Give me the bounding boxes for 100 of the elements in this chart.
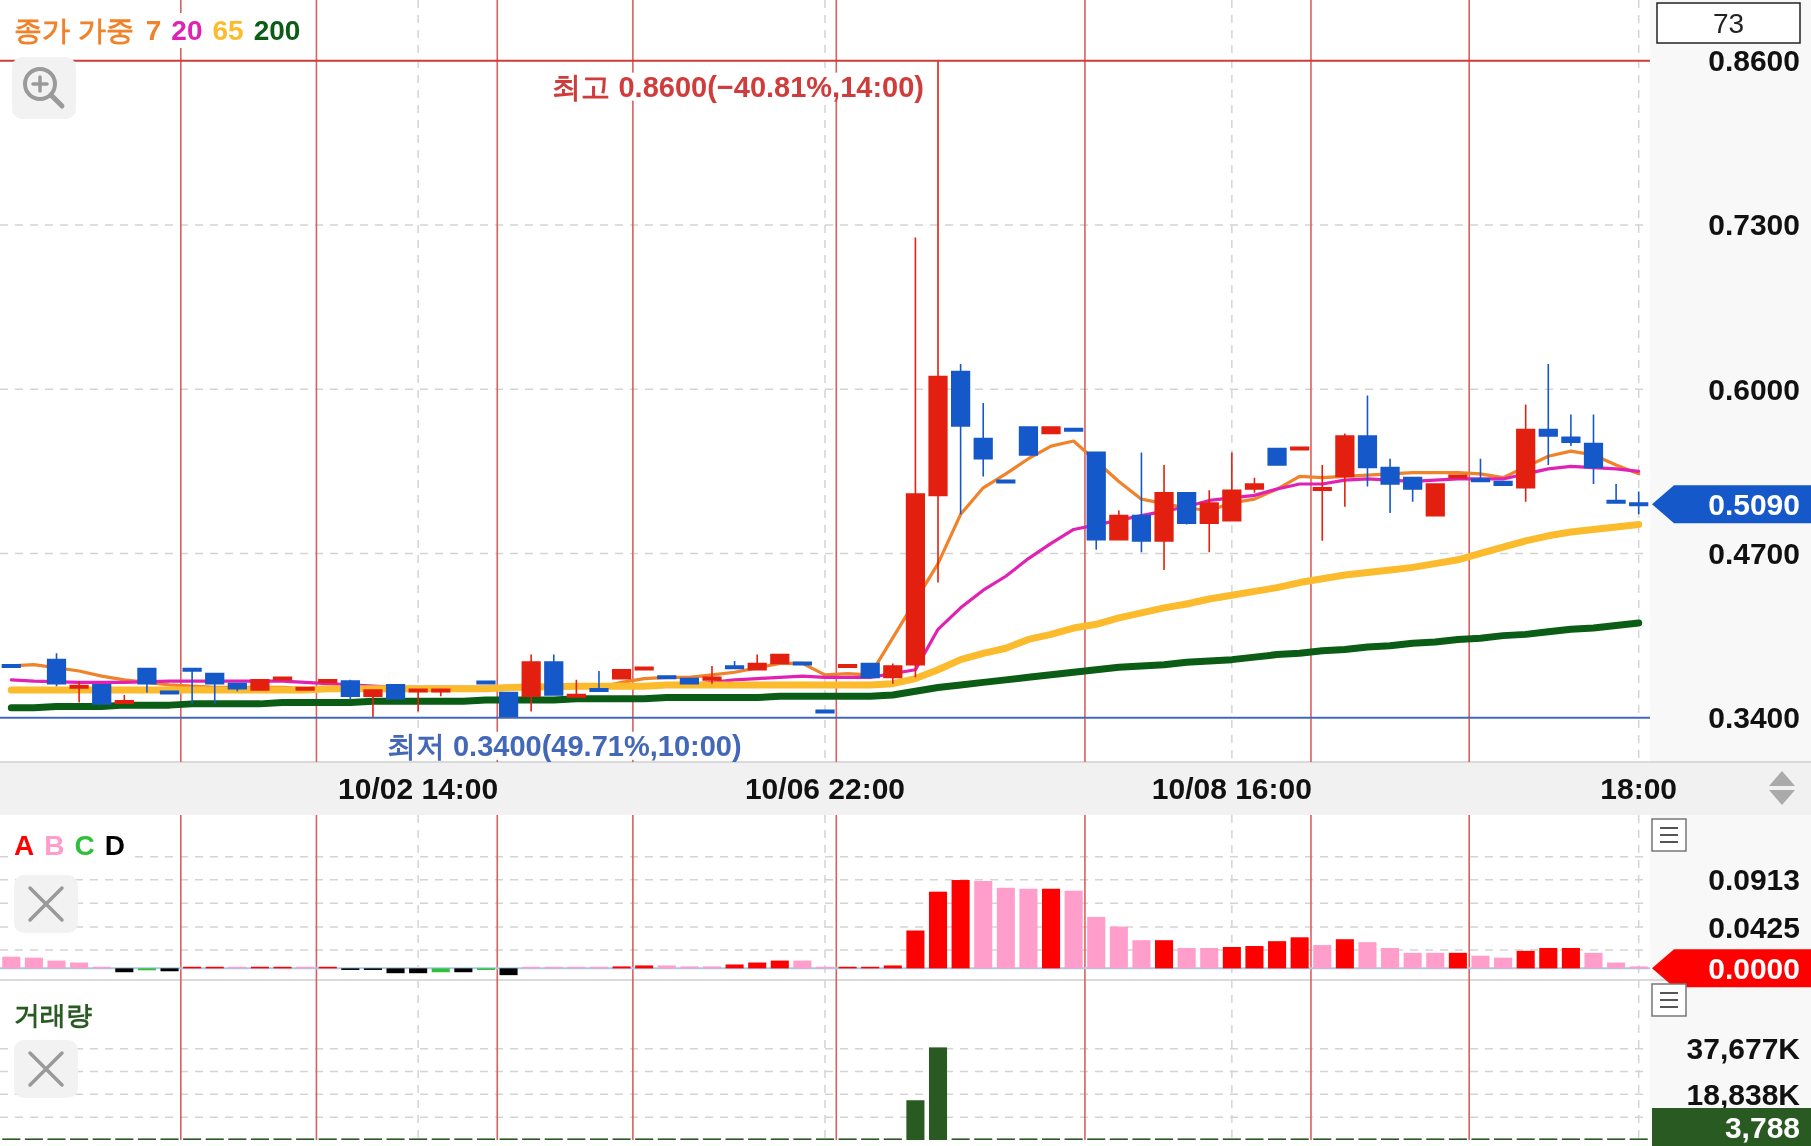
candlestick <box>1154 464 1174 571</box>
candlestick <box>227 682 247 693</box>
candlestick <box>566 679 586 698</box>
text: 73 <box>1712 7 1745 39</box>
candlestick <box>634 666 654 671</box>
bar <box>1471 955 1490 969</box>
candlestick <box>883 662 903 685</box>
bar <box>115 968 134 973</box>
bar <box>1222 947 1241 969</box>
candlestick <box>1516 403 1536 503</box>
candlestick <box>544 653 564 696</box>
bar <box>725 964 744 969</box>
bar <box>24 957 43 969</box>
text: 거래량 <box>14 1000 92 1030</box>
bar <box>1584 952 1603 969</box>
y-tick-label: 0.3400 <box>1708 701 1800 735</box>
text: 200 <box>253 15 301 46</box>
candlestick <box>318 679 338 684</box>
annotation: 최고 0.8600(−40.81%,14:00) <box>552 70 925 103</box>
bar <box>160 968 179 972</box>
bar <box>1087 916 1106 969</box>
candlestick <box>860 662 880 679</box>
candlestick <box>1041 426 1061 435</box>
bar <box>1177 947 1196 969</box>
bar <box>1561 947 1580 969</box>
bar <box>1426 952 1445 969</box>
candlestick <box>69 680 89 704</box>
candlestick <box>1018 426 1039 456</box>
y-tick-label: 0.0913 <box>1708 863 1800 897</box>
bar <box>657 965 676 969</box>
candlestick <box>1267 447 1287 466</box>
candlestick <box>498 691 519 718</box>
candlestick <box>611 668 632 680</box>
bar <box>1019 888 1038 969</box>
bar <box>1064 890 1083 969</box>
candlestick <box>657 675 677 680</box>
candlestick <box>295 686 315 691</box>
y-tick-label: 0.4700 <box>1708 536 1800 570</box>
bar <box>1403 952 1422 969</box>
bar <box>431 968 450 973</box>
candlestick <box>1199 489 1219 554</box>
bar <box>770 960 789 969</box>
candlestick <box>1561 413 1581 447</box>
candlestick <box>770 653 790 665</box>
candlestick <box>182 667 202 705</box>
candlestick <box>363 689 383 719</box>
bar <box>996 887 1015 969</box>
candlestick <box>747 653 767 671</box>
x-tick-label: 10/02 14:00 <box>338 772 499 805</box>
candlestick <box>905 236 926 679</box>
candlestick <box>114 694 134 704</box>
bar <box>906 1100 925 1140</box>
candlestick <box>1403 476 1423 503</box>
bar <box>1041 888 1061 969</box>
bar <box>883 965 902 969</box>
text: 0.5090 <box>1708 487 1800 521</box>
bar <box>409 968 428 974</box>
candlestick <box>1629 490 1649 516</box>
bar <box>1132 940 1151 969</box>
candlestick <box>1244 476 1265 494</box>
text: D <box>104 830 125 861</box>
bar <box>1200 947 1219 969</box>
bar <box>1381 947 1400 969</box>
candlestick <box>951 363 971 516</box>
bar <box>454 968 473 973</box>
candlestick <box>1538 363 1558 466</box>
candlestick <box>1 663 21 668</box>
annotation: 최저 0.3400(49.71%,10:00) <box>386 729 742 762</box>
bar <box>951 880 970 969</box>
candlestick <box>46 652 67 687</box>
candlestick <box>1109 509 1129 541</box>
bar <box>793 960 812 969</box>
bar <box>1358 942 1377 969</box>
candlestick <box>1470 457 1491 483</box>
text: 7 <box>145 15 162 46</box>
x-tick-label: 10/06 22:00 <box>744 772 906 805</box>
candlestick <box>1335 432 1355 508</box>
text: 0.0000 <box>1708 951 1800 985</box>
candlestick <box>137 667 157 694</box>
text: B <box>44 830 65 861</box>
candlestick <box>1357 394 1378 488</box>
candlestick <box>385 684 406 700</box>
bar <box>635 965 654 969</box>
candlestick <box>1290 446 1310 451</box>
candlestick <box>1448 474 1468 479</box>
candlestick <box>476 680 496 685</box>
candlestick <box>1222 451 1242 522</box>
bar <box>906 930 925 969</box>
candlestick <box>1312 464 1332 542</box>
bar <box>386 968 405 974</box>
bar <box>1448 952 1467 969</box>
candlestick <box>1086 451 1106 551</box>
bar <box>1335 939 1354 969</box>
candlestick <box>1425 483 1445 517</box>
candlestick <box>1606 483 1626 504</box>
candlestick <box>431 688 451 698</box>
candlestick <box>1493 480 1513 487</box>
candlestick <box>702 665 722 685</box>
candlestick <box>589 670 609 692</box>
bar <box>47 960 66 969</box>
